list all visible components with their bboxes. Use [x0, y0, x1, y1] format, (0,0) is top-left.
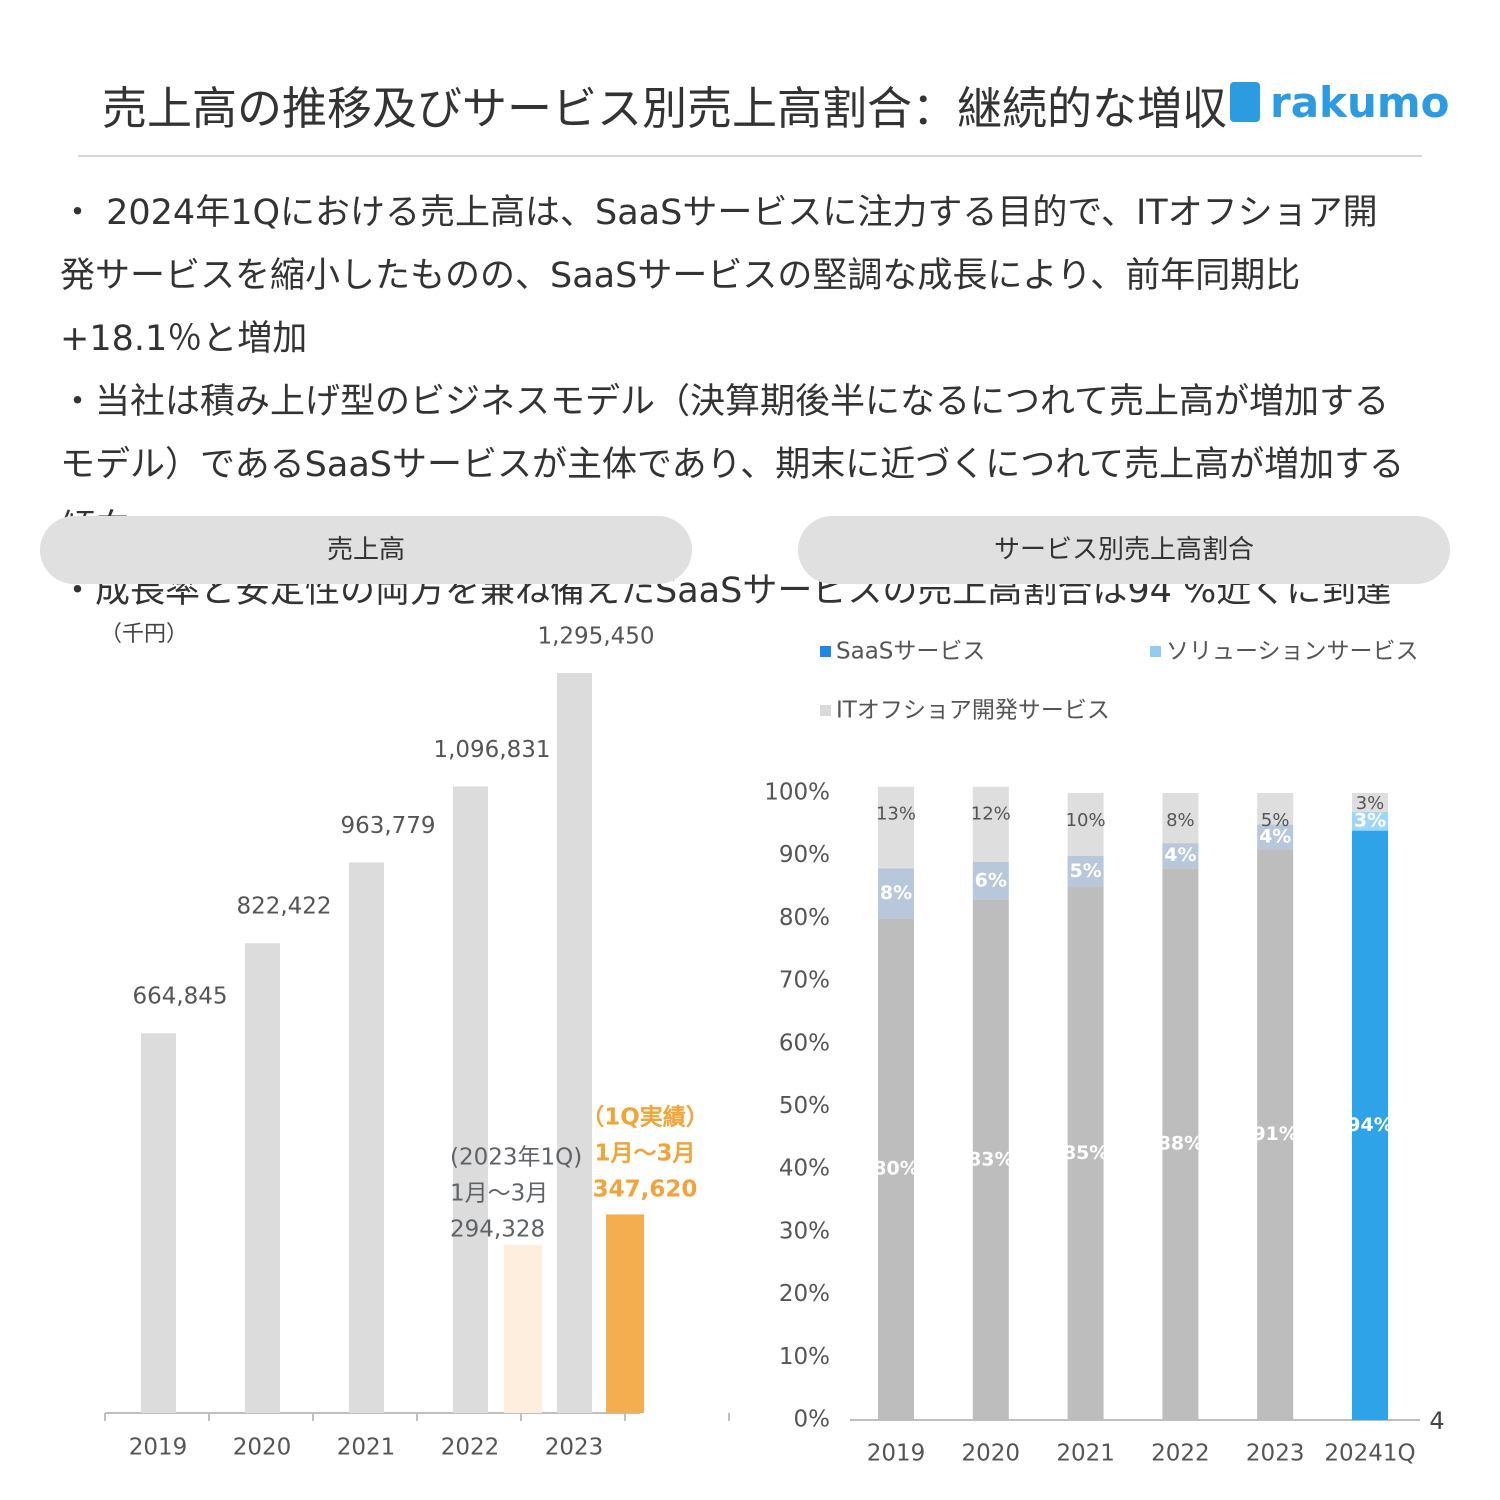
value-label: 94% [1347, 1114, 1392, 1136]
bar-segment [878, 918, 914, 1420]
value-label: 1,295,450 [537, 624, 654, 650]
highlight-label: (2023年1Q) [450, 1145, 582, 1171]
x-tick-label: 2023 [545, 1435, 604, 1461]
unit-label: （千円） [100, 622, 188, 647]
chart-title: サービス別売上高割合 [798, 516, 1450, 584]
value-label: 12% [971, 804, 1011, 825]
value-label: 5% [1261, 810, 1290, 831]
legend-swatch [820, 646, 831, 657]
y-tick-label: 40% [779, 1156, 830, 1182]
highlight-bar [504, 1244, 542, 1413]
value-label: 88% [1158, 1133, 1203, 1155]
x-tick-label: 2021 [1056, 1441, 1115, 1467]
highlight-label: 1月～3月 [594, 1141, 695, 1167]
y-tick-label: 20% [779, 1281, 830, 1307]
x-tick-label: 2020 [962, 1441, 1021, 1467]
chart-title: 売上高 [40, 516, 692, 584]
y-tick-label: 50% [779, 1093, 830, 1119]
bar-segment [878, 786, 914, 869]
value-label: 8% [1166, 810, 1195, 831]
value-label: 85% [1063, 1142, 1108, 1164]
bar-segment [1162, 843, 1199, 869]
x-tick-label: 2022 [441, 1435, 500, 1461]
y-tick-label: 80% [779, 905, 830, 931]
bullet-list: ・ 2024年1Qにおける売上高は、SaaSサービスに注力する目的で、ITオフシ… [60, 182, 1410, 623]
divider [78, 155, 1422, 157]
value-label: 3% [1354, 810, 1386, 832]
value-label: 80% [873, 1158, 918, 1180]
bar-segment [878, 868, 914, 919]
value-label: 1,096,831 [433, 737, 550, 763]
logo-icon [1230, 82, 1260, 122]
bar-segment [1067, 793, 1104, 856]
x-tick-label: 2023 [1246, 1441, 1305, 1467]
bar-segment [1162, 868, 1199, 1420]
value-label: 8% [880, 882, 912, 904]
bullet: ・ 2024年1Qにおける売上高は、SaaSサービスに注力する目的で、ITオフシ… [60, 193, 1378, 359]
bar [245, 943, 280, 1413]
bar-segment [972, 861, 1009, 900]
bar-segment [1162, 793, 1199, 844]
legend-label: ITオフショア開発サービス [836, 698, 1110, 724]
bar [453, 786, 488, 1413]
highlight-label: 1月～3月 [450, 1181, 548, 1207]
bar [141, 1033, 176, 1413]
bar-segment [972, 786, 1009, 862]
bar-segment [972, 899, 1009, 1420]
slide-title: 売上高の推移及びサービス別売上高割合：継続的な増収 [102, 82, 1228, 135]
highlight-bar [606, 1214, 644, 1413]
y-tick-label: 90% [779, 842, 830, 868]
x-tick-label: 2019 [867, 1441, 926, 1467]
y-tick-label: 60% [779, 1030, 830, 1056]
value-label: 83% [968, 1148, 1013, 1170]
bar-segment [1257, 849, 1294, 1420]
bar-segment [1257, 824, 1294, 850]
highlight-value-label: 294,328 [450, 1217, 545, 1243]
y-tick-label: 10% [779, 1344, 830, 1370]
value-label: 4% [1259, 825, 1291, 847]
y-tick-label: 70% [779, 968, 830, 994]
legend-swatch [1150, 646, 1161, 657]
bar-segment [1067, 887, 1104, 1420]
x-tick-label: 20241Q [1324, 1441, 1415, 1467]
value-label: 664,845 [132, 984, 227, 1010]
bar-segment [1352, 811, 1388, 831]
highlight-value-label: 347,620 [593, 1177, 698, 1203]
bar-segment [1067, 855, 1104, 888]
legend-label: ソリューションサービス [1166, 639, 1419, 665]
value-label: 822,422 [236, 894, 331, 920]
highlight-label: （1Q実績） [581, 1104, 709, 1131]
y-tick-label: 0% [794, 1407, 831, 1433]
x-tick-label: 2019 [129, 1435, 188, 1461]
x-tick-label: 2020 [233, 1435, 292, 1461]
bar [557, 673, 592, 1413]
bar [349, 862, 384, 1413]
value-label: 3% [1356, 793, 1385, 814]
bar-segment [1352, 830, 1388, 1420]
bullet: ・当社は積み上げ型のビジネスモデル（決算期後半になるにつれて売上高が増加するモデ… [60, 382, 1405, 548]
x-tick-label: 2021 [337, 1435, 396, 1461]
x-tick-label: 2022 [1151, 1441, 1210, 1467]
page-number: 4 [1429, 1407, 1444, 1435]
value-label: 91% [1252, 1123, 1297, 1145]
y-tick-label: 100% [764, 780, 830, 806]
value-label: 10% [1066, 810, 1106, 831]
value-label: 13% [876, 804, 916, 825]
legend-swatch [820, 705, 831, 716]
value-label: 4% [1164, 844, 1196, 866]
bar-segment [1352, 793, 1388, 812]
value-label: 963,779 [340, 813, 435, 839]
legend-label: SaaSサービス [836, 639, 985, 665]
logo: rakumo [1270, 78, 1450, 127]
value-label: 6% [975, 869, 1007, 891]
y-tick-label: 30% [779, 1218, 830, 1244]
bar-segment [1257, 793, 1294, 825]
value-label: 5% [1069, 860, 1101, 882]
